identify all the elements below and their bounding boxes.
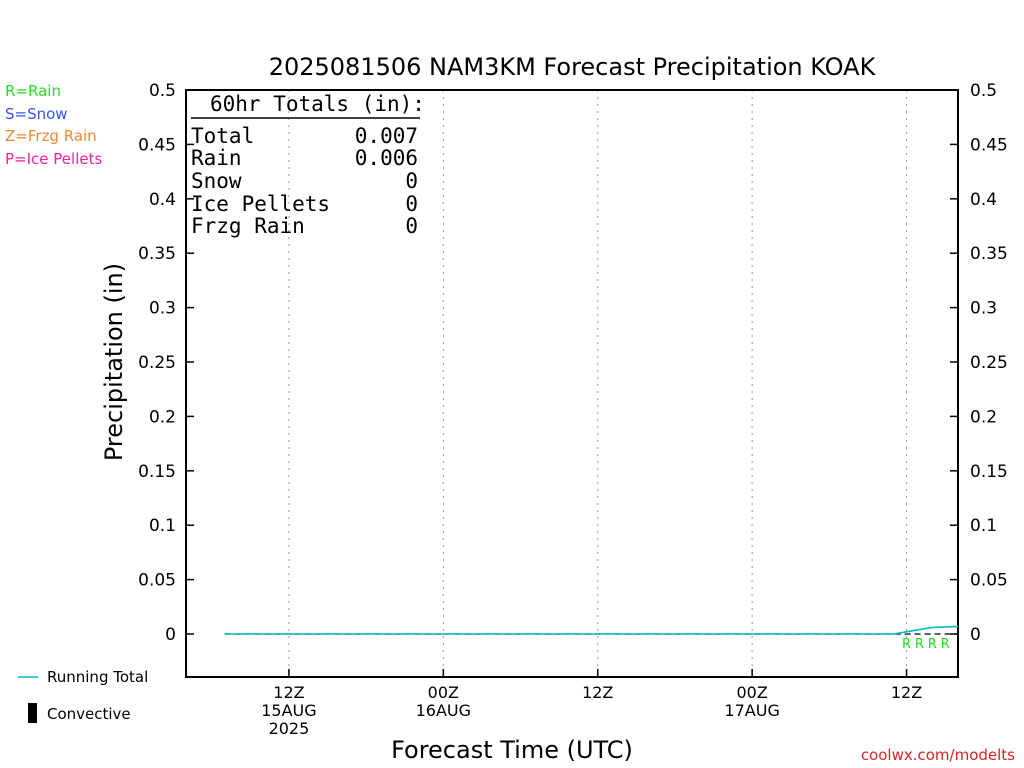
- x-tick-label: 12Z: [273, 683, 304, 702]
- totals-ice-pellets-value: 0: [405, 192, 418, 216]
- y-tick-label-left: 0.5: [149, 81, 176, 101]
- y-tick-label-right: 0.25: [970, 353, 1008, 373]
- totals-frzg-rain-label: Frzg Rain: [191, 214, 305, 238]
- running-total-label: Running Total: [47, 668, 148, 686]
- rain-marker: R: [941, 637, 950, 652]
- totals-ice-pellets-label: Ice Pellets: [191, 192, 330, 216]
- x-tick-label: 15AUG: [261, 701, 316, 720]
- y-axis-right: 0 0.05 0.1 0.15 0.2 0.25 0.3 0.35 0.4 0.45 0.5: [950, 81, 1008, 645]
- y-tick-label-right: 0.35: [970, 244, 1008, 264]
- x-tick-label: 12Z: [582, 683, 613, 702]
- totals-total-label: Total: [191, 124, 254, 148]
- y-tick-label-left: 0.35: [138, 244, 176, 264]
- totals-total-value: 0.007: [355, 124, 418, 148]
- y-tick-label-left: 0.2: [149, 407, 176, 427]
- bottom-legend: Running Total Convective: [18, 668, 148, 723]
- y-tick-label-right: 0.5: [970, 81, 997, 101]
- x-tick-label: 2025: [269, 719, 310, 738]
- y-tick-label-right: 0.2: [970, 407, 997, 427]
- grid-lines: [288, 90, 908, 677]
- totals-snow-label: Snow: [191, 169, 242, 193]
- totals-rain-label: Rain: [191, 146, 242, 170]
- y-axis-left: 0 0.05 0.1 0.15 0.2 0.25 0.3 0.35 0.4 0.45 0.5: [138, 81, 194, 645]
- series-layer: [224, 625, 959, 635]
- y-tick-label-left: 0.45: [138, 135, 176, 155]
- x-tick-label: 00Z: [736, 683, 767, 702]
- legend-frzg-rain: Z=Frzg Rain: [5, 127, 97, 145]
- totals-frzg-rain-value: 0: [405, 214, 418, 238]
- totals-snow-value: 0: [405, 169, 418, 193]
- x-tick-label: 16AUG: [416, 701, 471, 720]
- y-axis-label: Precipitation (in): [100, 263, 128, 461]
- watermark: coolwx.com/modelts: [861, 746, 1015, 764]
- y-tick-label-right: 0: [970, 625, 981, 645]
- y-tick-label-left: 0.25: [138, 353, 176, 373]
- legend-ice-pellets: P=Ice Pellets: [5, 150, 102, 168]
- rain-marker: R: [902, 637, 911, 652]
- legend-rain: R=Rain: [5, 82, 61, 100]
- totals-box: 60hr Totals (in): Total 0.007 Rain 0.006…: [191, 92, 425, 238]
- y-tick-label-right: 0.05: [970, 571, 1008, 591]
- y-tick-label-right: 0.15: [970, 462, 1008, 482]
- x-tick-label: 12Z: [891, 683, 922, 702]
- y-tick-label-right: 0.4: [970, 190, 997, 210]
- y-tick-label-left: 0.15: [138, 462, 176, 482]
- rain-marker: R: [928, 637, 937, 652]
- y-tick-label-left: 0.3: [149, 299, 176, 319]
- totals-rain-value: 0.006: [355, 146, 418, 170]
- legend-snow: S=Snow: [5, 105, 68, 123]
- convective-label: Convective: [47, 705, 131, 723]
- y-tick-label-left: 0.4: [149, 190, 176, 210]
- running-total-line: [224, 625, 959, 635]
- y-tick-label-right: 0.3: [970, 299, 997, 319]
- y-tick-label-left: 0: [165, 625, 176, 645]
- y-tick-label-left: 0.05: [138, 571, 176, 591]
- plot-frame: [185, 89, 959, 678]
- type-legend: R=Rain S=Snow Z=Frzg Rain P=Ice Pellets: [5, 82, 102, 168]
- y-tick-label-left: 0.1: [149, 516, 176, 536]
- rain-marker: R: [915, 637, 924, 652]
- x-tick-label: 00Z: [428, 683, 459, 702]
- y-tick-label-right: 0.1: [970, 516, 997, 536]
- x-axis-label: Forecast Time (UTC): [391, 736, 633, 764]
- chart-title: 2025081506 NAM3KM Forecast Precipitation…: [269, 53, 877, 81]
- x-tick-label: 17AUG: [724, 701, 779, 720]
- y-tick-label-right: 0.45: [970, 135, 1008, 155]
- convective-swatch: [28, 703, 37, 723]
- totals-header: 60hr Totals (in):: [210, 92, 425, 116]
